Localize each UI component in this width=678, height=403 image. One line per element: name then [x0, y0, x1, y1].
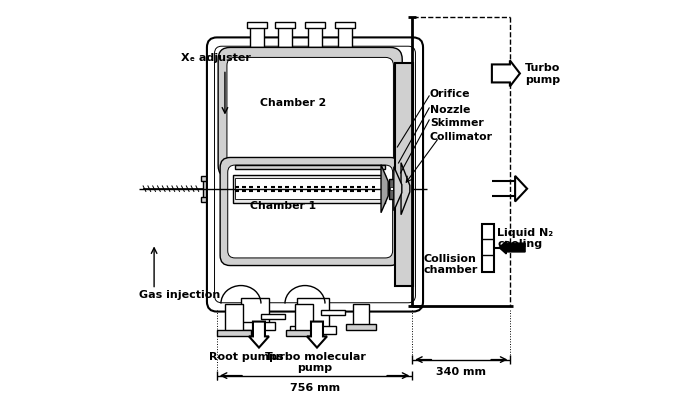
Text: Turbo molecular
pump: Turbo molecular pump — [264, 351, 365, 373]
FancyBboxPatch shape — [220, 158, 400, 266]
FancyBboxPatch shape — [228, 165, 393, 258]
Bar — [338, 27, 352, 47]
Bar — [247, 22, 267, 28]
Polygon shape — [515, 176, 527, 202]
Bar — [235, 165, 385, 169]
Text: 340 mm: 340 mm — [436, 367, 486, 377]
Bar — [261, 314, 285, 319]
Bar — [201, 197, 212, 202]
Text: Collimator: Collimator — [430, 132, 493, 142]
Polygon shape — [394, 167, 402, 211]
Text: Chamber 2: Chamber 2 — [260, 98, 326, 108]
Bar — [210, 183, 215, 194]
Bar — [286, 330, 322, 337]
Bar — [353, 303, 369, 326]
Bar — [201, 176, 212, 181]
Polygon shape — [381, 165, 388, 213]
Bar — [295, 303, 313, 332]
FancyBboxPatch shape — [207, 37, 423, 312]
Text: Collision
chamber: Collision chamber — [424, 253, 478, 275]
FancyArrow shape — [249, 322, 269, 347]
Bar — [308, 27, 322, 47]
FancyArrow shape — [492, 60, 520, 86]
Bar — [389, 179, 394, 199]
Text: Skimmer: Skimmer — [430, 118, 483, 128]
Bar — [278, 27, 292, 47]
Bar — [305, 22, 325, 28]
Bar — [346, 324, 376, 330]
Text: Liquid N₂
cooling: Liquid N₂ cooling — [497, 228, 553, 249]
Text: 756 mm: 756 mm — [290, 383, 340, 393]
Bar — [290, 326, 336, 334]
Polygon shape — [401, 163, 410, 215]
Text: Orifice: Orifice — [430, 89, 471, 100]
Bar — [235, 322, 275, 330]
Text: Xₑ adjuster: Xₑ adjuster — [181, 54, 251, 63]
Bar — [395, 63, 413, 286]
Bar — [250, 27, 264, 47]
Bar — [321, 310, 345, 315]
Text: Gas injection: Gas injection — [139, 289, 220, 299]
FancyBboxPatch shape — [214, 46, 416, 303]
FancyArrow shape — [307, 322, 327, 347]
Bar — [275, 22, 295, 28]
FancyArrow shape — [499, 241, 525, 254]
Bar — [391, 187, 393, 190]
Text: Root pumps: Root pumps — [209, 351, 283, 361]
Bar — [225, 303, 243, 332]
Bar — [335, 22, 355, 28]
Text: Nozzle: Nozzle — [430, 105, 471, 114]
Bar — [241, 297, 269, 324]
Text: Chamber 1: Chamber 1 — [250, 201, 316, 210]
Bar — [203, 179, 210, 199]
Bar — [233, 174, 385, 203]
Text: Turbo
pump: Turbo pump — [525, 63, 561, 85]
Bar — [217, 330, 251, 337]
FancyBboxPatch shape — [227, 57, 393, 168]
Bar — [297, 297, 329, 328]
Bar — [482, 224, 494, 272]
FancyBboxPatch shape — [218, 48, 402, 177]
Bar — [235, 178, 383, 199]
